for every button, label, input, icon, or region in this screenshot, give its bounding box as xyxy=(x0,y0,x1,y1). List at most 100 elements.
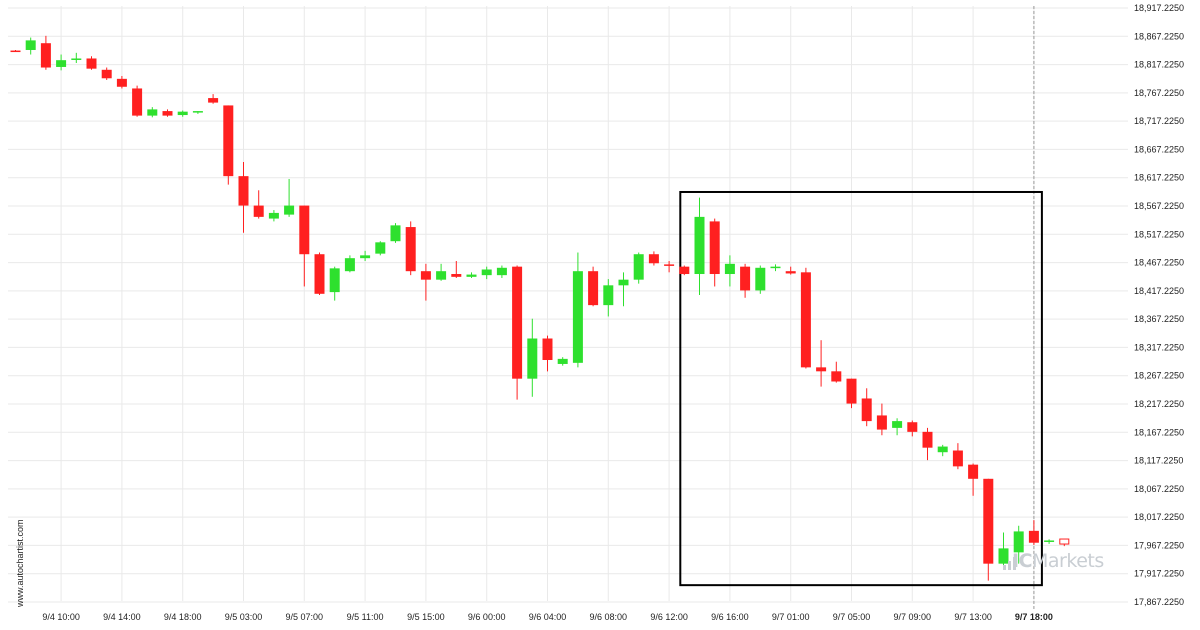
price-tick-label: 18,217.2250 xyxy=(1134,399,1184,409)
candle-body xyxy=(588,271,599,306)
price-tick-label: 18,567.2250 xyxy=(1134,201,1184,211)
time-tick-label: 9/6 12:00 xyxy=(650,612,688,622)
candle-body xyxy=(101,69,112,79)
price-tick-label: 18,467.2250 xyxy=(1134,258,1184,268)
brand-watermark: ICMarkets xyxy=(1012,550,1124,576)
candle-body xyxy=(861,398,872,422)
candle-body xyxy=(816,367,827,372)
candle-body xyxy=(162,111,173,116)
price-tick-label: 18,517.2250 xyxy=(1134,229,1184,239)
price-tick-label: 18,417.2250 xyxy=(1134,286,1184,296)
candle-body xyxy=(223,105,234,177)
candle-body xyxy=(329,268,340,293)
candle-body xyxy=(633,254,644,280)
candle-body xyxy=(390,225,401,242)
candle-body xyxy=(831,371,842,382)
time-tick-label: 9/6 04:00 xyxy=(529,612,567,622)
candle-body xyxy=(314,254,325,294)
price-tick-label: 18,767.2250 xyxy=(1134,88,1184,98)
candle-body xyxy=(603,285,614,306)
candle-body xyxy=(572,271,583,363)
candle-body xyxy=(907,422,918,432)
candle-body xyxy=(299,205,310,255)
price-tick-label: 18,617.2250 xyxy=(1134,173,1184,183)
price-tick-label: 18,317.2250 xyxy=(1134,342,1184,352)
candle-body xyxy=(679,266,690,275)
candle-body xyxy=(968,464,979,479)
time-tick-label: 9/7 05:00 xyxy=(833,612,871,622)
candle-body xyxy=(40,43,51,68)
candle-body xyxy=(344,258,355,272)
candle-body xyxy=(268,212,279,219)
time-tick-label: 9/7 09:00 xyxy=(894,612,932,622)
candle-body xyxy=(724,263,735,275)
candle-body xyxy=(527,338,538,379)
price-tick-label: 18,817.2250 xyxy=(1134,60,1184,70)
candle-body xyxy=(420,271,431,280)
candle-body xyxy=(557,358,568,364)
candle-body xyxy=(147,109,158,116)
candle-body xyxy=(709,221,720,275)
candle-body xyxy=(496,267,507,276)
time-axis: 9/4 10:00 9/4 14:00 9/4 18:00 9/5 03:00 9/5 … xyxy=(42,612,1053,622)
price-tick-label: 18,667.2250 xyxy=(1134,144,1184,154)
brand-name: Markets xyxy=(1032,550,1104,572)
candle-body xyxy=(116,78,127,87)
time-tick-label: 9/6 00:00 xyxy=(468,612,506,622)
time-tick-label: 9/4 10:00 xyxy=(42,612,80,622)
price-tick-label: 18,017.2250 xyxy=(1134,512,1184,522)
candle-body xyxy=(132,88,143,116)
candle-body xyxy=(56,60,67,67)
time-tick-label: 9/5 15:00 xyxy=(407,612,445,622)
candle-body xyxy=(1044,540,1055,542)
candle-body xyxy=(71,58,82,60)
site-watermark: www.autochartist.com xyxy=(15,519,25,608)
candle-body xyxy=(208,98,219,103)
candle-body xyxy=(922,431,933,448)
price-tick-label: 18,117.2250 xyxy=(1134,456,1183,466)
candle-body xyxy=(694,216,705,275)
price-tick-label: 17,867.2250 xyxy=(1134,597,1184,607)
time-tick-label: 9/4 14:00 xyxy=(103,612,141,622)
candle-body xyxy=(360,255,371,259)
candle-body xyxy=(177,111,188,116)
candle-body xyxy=(1013,531,1024,553)
price-tick-label: 18,267.2250 xyxy=(1134,371,1184,381)
brand-prefix: IC xyxy=(1012,550,1033,572)
candle-body xyxy=(952,450,963,467)
price-tick-label: 18,867.2250 xyxy=(1134,31,1184,41)
time-tick-label: 9/5 11:00 xyxy=(347,612,384,622)
price-tick-label: 18,067.2250 xyxy=(1134,484,1184,494)
price-tick-label: 17,917.2250 xyxy=(1134,569,1184,579)
candle-body xyxy=(664,264,675,266)
time-tick-label: 9/7 01:00 xyxy=(772,612,810,622)
candle-body xyxy=(983,478,994,564)
candles xyxy=(10,35,1070,581)
candle-body xyxy=(86,58,97,69)
price-tick-label: 18,717.2250 xyxy=(1134,116,1184,126)
candle-body xyxy=(618,279,629,286)
price-tick-label: 17,967.2250 xyxy=(1134,540,1184,550)
candle-body xyxy=(876,415,887,430)
brand-logo-icon xyxy=(1003,557,1016,570)
candle-body xyxy=(785,271,796,274)
candle-body-current xyxy=(1059,538,1070,545)
candle-body xyxy=(451,274,462,277)
time-tick-label: 9/7 13:00 xyxy=(954,612,992,622)
chart-grid xyxy=(8,6,1128,610)
candle-body xyxy=(998,548,1009,564)
candle-body xyxy=(436,271,447,280)
candle-body xyxy=(846,378,857,404)
candle-body xyxy=(770,266,781,269)
price-tick-label: 18,167.2250 xyxy=(1134,427,1184,437)
candle-body xyxy=(405,227,416,272)
candle-body xyxy=(25,40,36,50)
time-tick-label: 9/7 18:00 xyxy=(1015,612,1053,622)
candle-body xyxy=(375,242,386,254)
price-axis: 17,867.2250 17,917.2250 17,967.2250 18,017.… xyxy=(1134,3,1184,607)
candle-body xyxy=(466,274,477,277)
candle-body xyxy=(284,205,295,215)
time-tick-label: 9/5 03:00 xyxy=(225,612,263,622)
candle-body xyxy=(481,269,492,276)
